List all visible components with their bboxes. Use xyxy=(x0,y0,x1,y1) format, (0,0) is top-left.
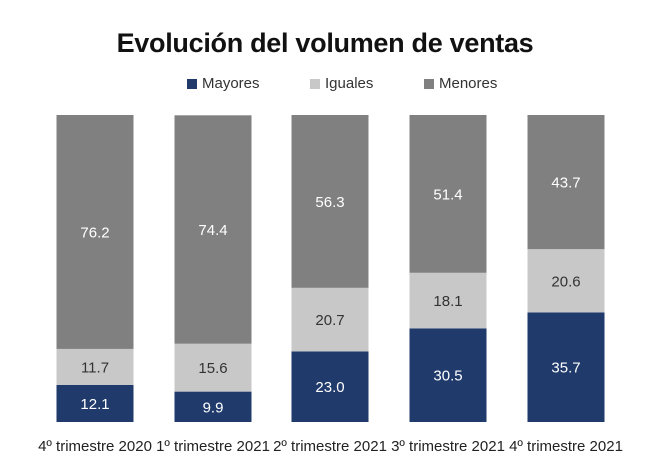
bar-group: 9.9 15.6 74.4 1º trimestre 2021 xyxy=(156,115,270,455)
x-tick-label: 3º trimestre 2021 xyxy=(391,438,505,455)
legend-label-menores: Menores xyxy=(439,75,498,92)
bar-segment-mayores xyxy=(56,384,134,422)
bar-segment-mayores xyxy=(291,351,369,422)
chart-title: Evolución del volumen de ventas xyxy=(116,28,534,58)
x-tick-label: 4º trimestre 2020 xyxy=(38,438,152,455)
data-label-menores: 74.4 xyxy=(198,222,227,239)
legend-label-mayores: Mayores xyxy=(202,75,260,92)
bar-group: 30.5 18.1 51.4 3º trimestre 2021 xyxy=(391,115,505,455)
data-label-menores: 76.2 xyxy=(80,224,109,241)
bar-segment-menores xyxy=(527,115,605,250)
data-label-menores: 51.4 xyxy=(433,186,462,203)
data-label-iguales: 15.6 xyxy=(198,360,227,377)
legend-item-iguales: Iguales xyxy=(310,75,373,92)
bar-segment-iguales xyxy=(174,343,252,392)
data-label-mayores: 9.9 xyxy=(203,399,224,416)
legend-swatch-iguales xyxy=(310,78,320,89)
data-label-mayores: 30.5 xyxy=(433,368,462,385)
data-label-menores: 56.3 xyxy=(315,194,344,211)
legend-swatch-mayores xyxy=(187,78,197,89)
legend-swatch-menores xyxy=(424,78,434,89)
bar-segment-menores xyxy=(409,115,487,273)
x-tick-label: 4º trimestre 2021 xyxy=(509,438,623,455)
data-label-iguales: 18.1 xyxy=(433,293,462,310)
bar-segment-iguales xyxy=(409,272,487,329)
bar-segment-iguales xyxy=(56,348,134,385)
legend: Mayores Iguales Menores xyxy=(0,75,650,95)
bar-segment-iguales xyxy=(527,249,605,313)
data-label-mayores: 23.0 xyxy=(315,379,344,396)
bar-segment-menores xyxy=(174,115,252,344)
bar-segment-menores xyxy=(56,115,134,349)
x-tick-label: 2º trimestre 2021 xyxy=(273,438,387,455)
bar-segment-mayores xyxy=(409,328,487,422)
bar-group: 35.7 20.6 43.7 4º trimestre 2021 xyxy=(509,115,623,455)
data-label-menores: 43.7 xyxy=(551,175,580,192)
bar-group: 12.1 11.7 76.2 4º trimestre 2020 xyxy=(38,115,152,455)
data-label-iguales: 20.7 xyxy=(315,312,344,329)
legend-item-menores: Menores xyxy=(424,75,497,92)
data-label-iguales: 20.6 xyxy=(551,273,580,290)
bar-segment-menores xyxy=(291,115,369,288)
bar-segment-iguales xyxy=(291,287,369,352)
bar-group: 23.0 20.7 56.3 2º trimestre 2021 xyxy=(273,115,387,455)
data-label-iguales: 11.7 xyxy=(81,359,109,376)
data-label-mayores: 35.7 xyxy=(551,360,580,377)
x-tick-label: 1º trimestre 2021 xyxy=(156,438,270,455)
legend-item-mayores: Mayores xyxy=(187,75,260,92)
bar-segment-mayores xyxy=(527,312,605,422)
data-label-mayores: 12.1 xyxy=(80,396,109,413)
legend-label-iguales: Iguales xyxy=(325,75,374,92)
bar-segment-mayores xyxy=(174,391,252,422)
